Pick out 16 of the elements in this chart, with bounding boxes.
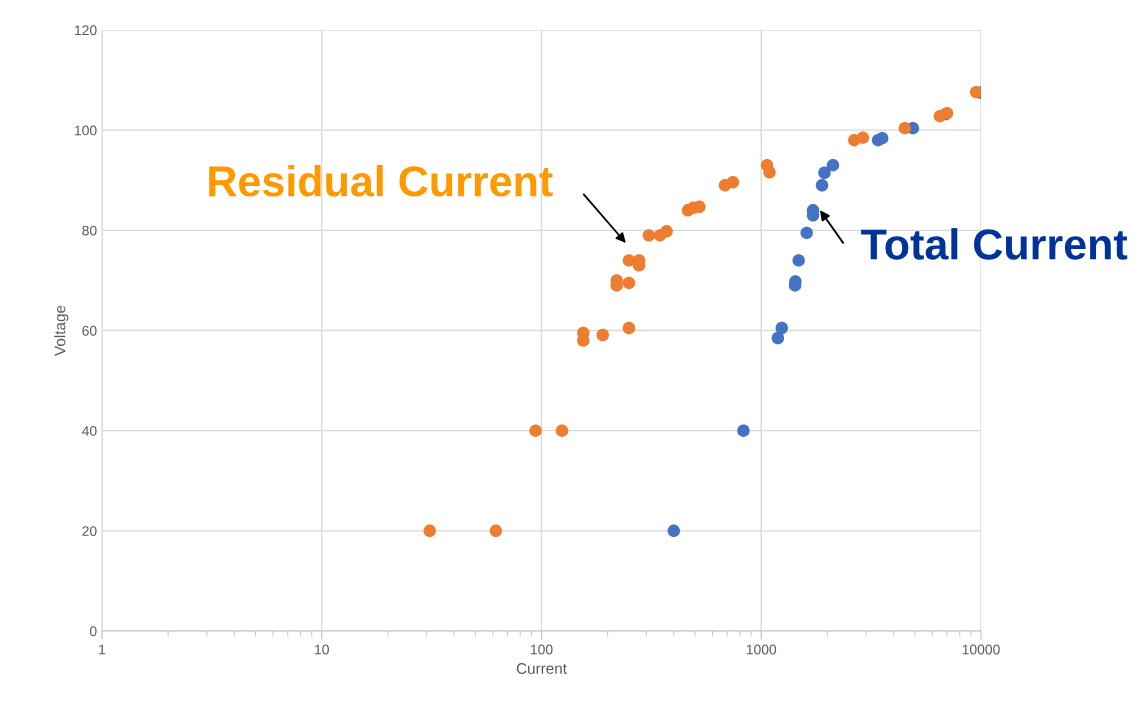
x-axis-title: Current	[516, 663, 567, 674]
y-tick-label: 80	[82, 225, 97, 236]
y-tick-label: 120	[75, 25, 97, 36]
x-tick-label: 10	[315, 644, 329, 655]
x-tick-label: 1	[99, 644, 106, 655]
annotation: Total Current	[861, 228, 1128, 260]
y-tick-label: 100	[75, 125, 97, 136]
y-tick-label: 20	[82, 526, 97, 536]
y-tick-label: 40	[82, 426, 97, 436]
y-axis-title: Voltage	[54, 305, 69, 356]
y-tick-label: 0	[89, 626, 97, 637]
x-tick-label: 10000	[962, 644, 1000, 655]
x-tick-label: 1000	[746, 644, 777, 655]
y-tick-label: 60	[82, 325, 97, 336]
annotation: Residual Current	[209, 164, 553, 197]
x-tick-label: 100	[530, 644, 553, 655]
